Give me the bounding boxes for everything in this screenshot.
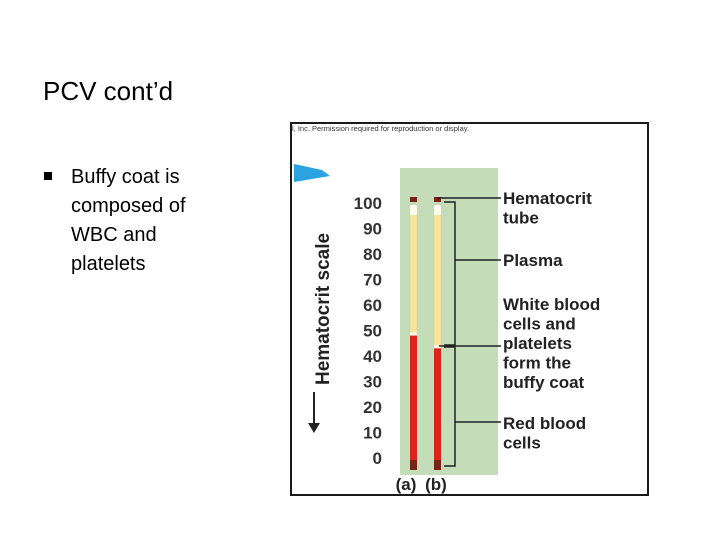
tube-label: (b) — [425, 475, 447, 494]
label-buffy-line: form the — [503, 354, 571, 373]
buffy-coat-band — [410, 332, 417, 336]
scale-tick-30: 30 — [363, 373, 382, 392]
label-tube-line: Hematocrit — [503, 189, 592, 208]
buffy-coat-band — [434, 345, 441, 349]
tube-plug — [434, 460, 441, 470]
tube-a: (a) — [396, 197, 418, 494]
tube-empty-top — [434, 205, 441, 215]
tube-cap — [434, 197, 441, 202]
slide-title: PCV cont’d — [43, 76, 174, 106]
label-buffy-line: White blood — [503, 295, 600, 314]
tube-cap — [410, 197, 417, 202]
flag-icon — [294, 164, 330, 182]
rbc-bracket — [444, 346, 456, 467]
bullet-list: Buffy coat is composed of WBC and platel… — [44, 163, 244, 279]
red-cells-fill — [434, 348, 441, 460]
plasma-bracket — [444, 201, 456, 346]
label-buffy-line: buffy coat — [503, 373, 585, 392]
scale-tick-100: 100 — [354, 194, 382, 213]
scale-tick-10: 10 — [363, 424, 382, 443]
red-cells-fill — [410, 335, 417, 460]
axis-title: Hematocrit scale — [313, 233, 334, 385]
tube-plug — [410, 460, 417, 470]
label-buffy-line: platelets — [503, 334, 572, 353]
tube-empty-top — [410, 205, 417, 215]
label-plasma-line: Plasma — [503, 251, 563, 270]
scale-tick-50: 50 — [363, 322, 382, 341]
tubes: (a) (b) — [396, 197, 447, 494]
tube-b: (b) — [425, 197, 447, 494]
scale-tick-40: 40 — [363, 347, 382, 366]
scale-tick-90: 90 — [363, 220, 382, 239]
scale-tick-0: 0 — [373, 449, 382, 468]
scale-tick-60: 60 — [363, 296, 382, 315]
tube-label: (a) — [396, 475, 417, 494]
label-rbc-line: Red blood — [503, 414, 586, 433]
label-tube-line: tube — [503, 209, 539, 228]
hematocrit-figure: l, Inc. Permission required for reproduc… — [290, 122, 649, 496]
scale-tick-20: 20 — [363, 398, 382, 417]
bullet-text: Buffy coat is composed of WBC and platel… — [71, 166, 186, 275]
label-buffy-line: cells and — [503, 315, 576, 334]
arrow-down-icon — [308, 423, 320, 433]
plasma-fill — [433, 204, 442, 349]
label-rbc-line: cells — [503, 434, 541, 453]
square-bullet-icon — [44, 172, 52, 180]
hematocrit-diagram: l, Inc. Permission required for reproduc… — [292, 124, 600, 494]
copyright-notice: l, Inc. Permission required for reproduc… — [292, 124, 469, 133]
scale-tick-70: 70 — [363, 271, 382, 290]
plasma-fill — [409, 204, 418, 336]
scale-tick-80: 80 — [363, 245, 382, 264]
brackets — [437, 197, 501, 467]
